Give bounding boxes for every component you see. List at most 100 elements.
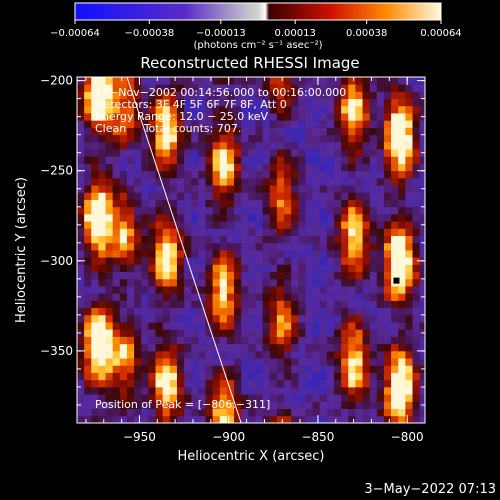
heatmap-cell (226, 257, 235, 265)
heatmap-cell (148, 250, 156, 258)
heatmap-cell (226, 394, 235, 402)
heatmap-cell (184, 213, 192, 222)
heatmap-cell (333, 372, 342, 381)
heatmap-cell (276, 235, 285, 244)
heatmap-cell (291, 379, 299, 388)
heatmap-cell (205, 84, 214, 92)
heatmap-cell (198, 228, 206, 236)
heatmap-cell (234, 134, 242, 143)
heatmap-cell (333, 329, 342, 337)
heatmap-cell (312, 386, 321, 395)
y-tick-label: −300 (40, 254, 73, 268)
heatmap-cell (262, 221, 271, 229)
heatmap-cell (219, 408, 228, 417)
heatmap-cell (141, 185, 149, 193)
heatmap-cell (219, 141, 228, 150)
heatmap-cell (119, 329, 128, 337)
heatmap-cell (262, 134, 271, 143)
heatmap-cell (255, 163, 263, 172)
heatmap-cell (405, 163, 413, 172)
heatmap-cell (98, 221, 106, 229)
heatmap-cell (291, 286, 299, 294)
heatmap-cell (77, 84, 85, 92)
heatmap-cell (369, 221, 378, 229)
heatmap-cell (176, 293, 185, 301)
heatmap-cell (369, 84, 378, 92)
heatmap-cell (362, 170, 371, 179)
heatmap-cell (391, 386, 399, 395)
heatmap-cell (369, 336, 378, 345)
heatmap-cell (191, 221, 199, 229)
heatmap-cell (348, 113, 356, 121)
heatmap-cell (355, 213, 363, 222)
heatmap-cell (155, 98, 164, 107)
heatmap-cell (284, 365, 292, 373)
heatmap-cell (98, 386, 106, 395)
heatmap-cell (255, 358, 263, 366)
heatmap-cell (226, 228, 235, 236)
heatmap-cell (305, 336, 313, 345)
heatmap-cell (105, 350, 114, 359)
heatmap-cell (312, 329, 321, 337)
heatmap-cell (148, 127, 156, 136)
heatmap-cell (169, 307, 178, 316)
heatmap-cell (319, 329, 328, 337)
heatmap-cell (305, 372, 313, 381)
heatmap-cell (312, 98, 321, 107)
heatmap-cell (148, 192, 156, 200)
heatmap-cell (383, 300, 392, 309)
heatmap-cell (234, 379, 242, 388)
heatmap-cell (169, 271, 178, 280)
heatmap-cell (405, 257, 413, 265)
heatmap-cell (255, 394, 263, 402)
heatmap-cell (112, 141, 121, 150)
heatmap-cell (112, 228, 121, 236)
heatmap-cell (348, 199, 356, 208)
heatmap-cell (198, 358, 206, 366)
heatmap-cell (348, 105, 356, 114)
heatmap-cell (333, 163, 342, 172)
heatmap-cell (333, 170, 342, 179)
heatmap-cell (383, 307, 392, 316)
heatmap-cell (369, 307, 378, 316)
heatmap-cell (284, 185, 292, 193)
heatmap-cell (333, 350, 342, 359)
heatmap-cell (184, 300, 192, 309)
heatmap-cell (241, 271, 249, 280)
heatmap-cell (276, 149, 285, 157)
heatmap-cell (176, 105, 185, 114)
heatmap-cell (326, 394, 335, 402)
heatmap-cell (284, 415, 292, 423)
heatmap-cell (191, 242, 199, 251)
heatmap-cell (169, 278, 178, 287)
heatmap-cell (91, 213, 99, 222)
heatmap-cell (419, 336, 425, 345)
heatmap-cell (241, 127, 249, 136)
heatmap-cell (312, 336, 321, 345)
heatmap-cell (155, 77, 164, 85)
heatmap-cell (355, 271, 363, 280)
heatmap-cell (162, 415, 171, 423)
heatmap-cell (155, 120, 164, 128)
heatmap-cell (341, 192, 349, 200)
heatmap-cell (398, 350, 406, 359)
heatmap-cell (241, 141, 249, 150)
heatmap-cell (77, 286, 85, 294)
heatmap-cell (119, 177, 128, 186)
heatmap-cell (341, 127, 349, 136)
heatmap-cell (333, 98, 342, 107)
heatmap-cell (184, 307, 192, 316)
heatmap-cell (276, 170, 285, 179)
heatmap-cell (169, 415, 178, 423)
heatmap-cell (248, 163, 256, 172)
heatmap-cell (276, 379, 285, 388)
heatmap-cell (369, 300, 378, 309)
heatmap-cell (212, 170, 221, 179)
heatmap-cell (269, 242, 278, 251)
heatmap-cell (333, 177, 342, 186)
heatmap-cell (169, 170, 178, 179)
heatmap-cell (376, 156, 385, 164)
heatmap-cell (362, 242, 371, 251)
heatmap-cell (326, 293, 335, 301)
heatmap-cell (241, 372, 249, 381)
